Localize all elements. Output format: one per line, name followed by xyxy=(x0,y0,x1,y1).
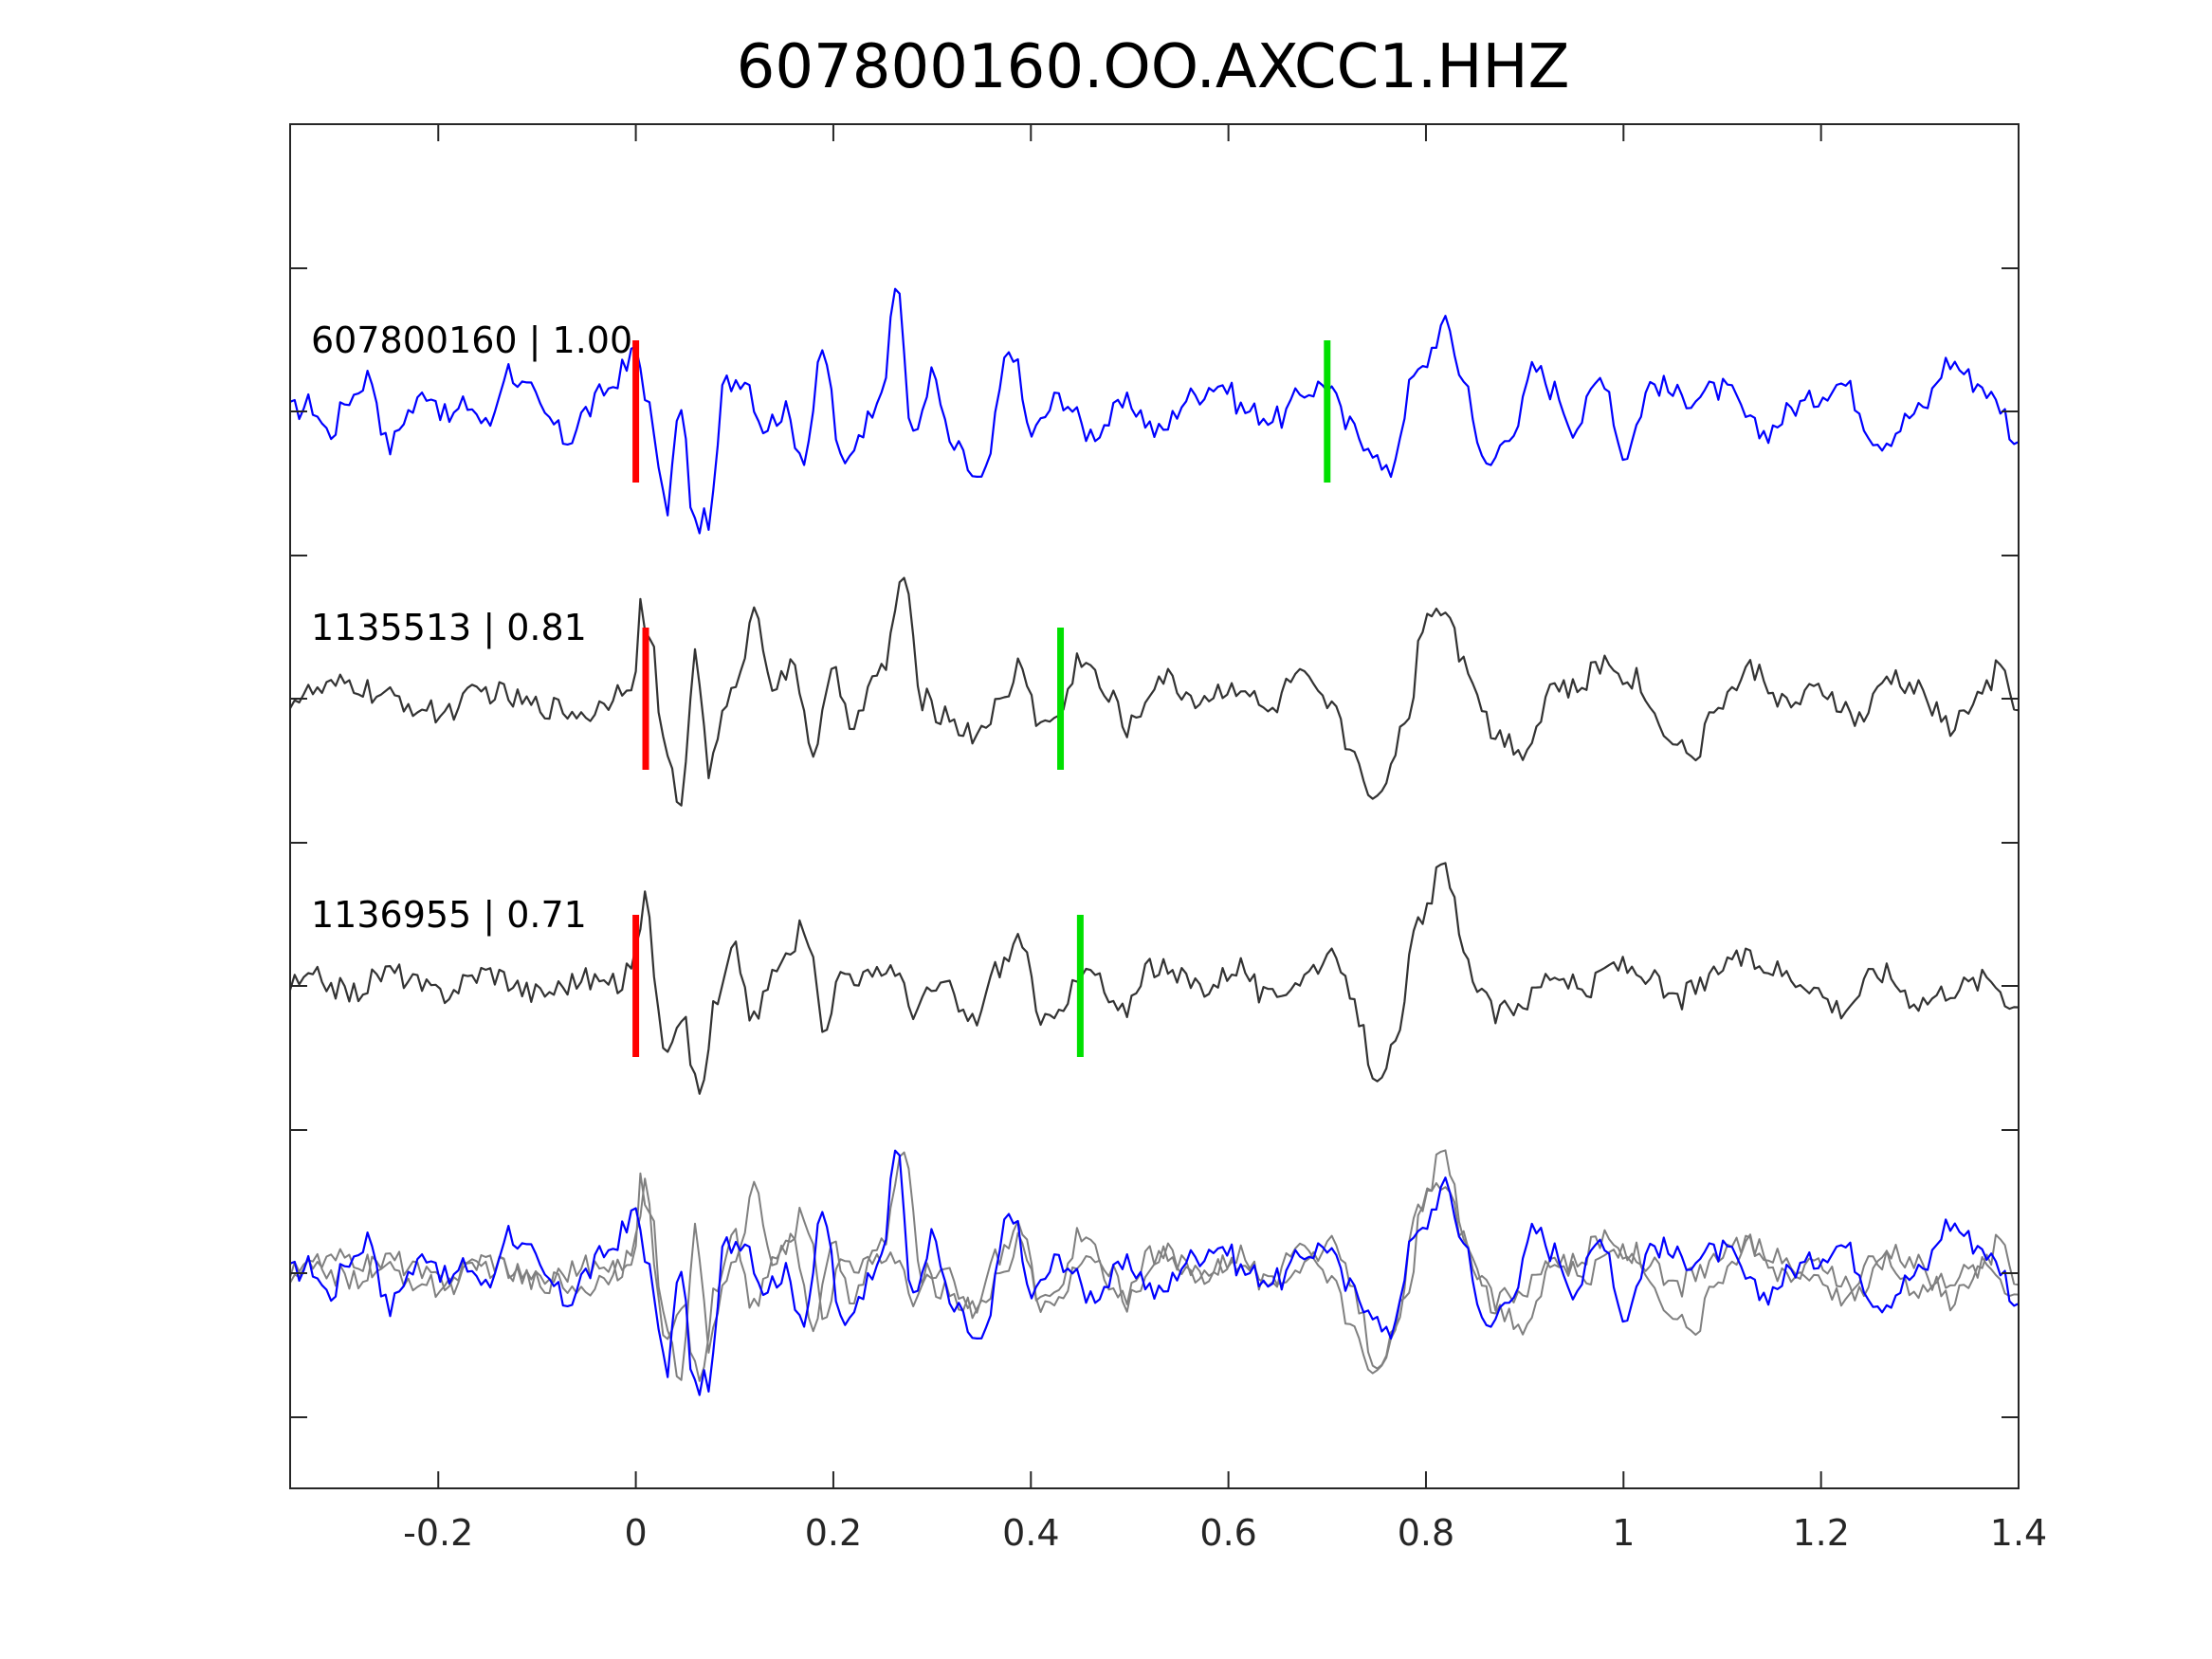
axis-ticks xyxy=(290,124,2020,1488)
x-tick-label: 0.4 xyxy=(1002,1512,1059,1554)
x-tick-labels: -0.2 0 0.2 0.4 0.6 0.8 1 1.2 1.4 xyxy=(403,1512,2047,1554)
trace-label-3: 1136955 | 0.71 xyxy=(311,894,587,937)
trace-label-2: 1135513 | 0.81 xyxy=(311,607,587,649)
trace-line-2 xyxy=(289,576,2020,807)
trace-line-1 xyxy=(289,287,2020,535)
overlay-trace-2 xyxy=(289,1151,2020,1381)
x-tick-label: 0.8 xyxy=(1398,1512,1454,1554)
x-tick-label: -0.2 xyxy=(403,1512,473,1554)
trace-labels: 607800160 | 1.00 1135513 | 0.81 1136955 | … xyxy=(311,319,632,937)
trace-label-1: 607800160 | 1.00 xyxy=(311,319,632,362)
waveform-traces xyxy=(288,287,2020,1396)
x-tick-label: 1 xyxy=(1612,1512,1635,1554)
x-tick-label: 1.4 xyxy=(1990,1512,2047,1554)
x-tick-label: 0.6 xyxy=(1199,1512,1256,1554)
plot-frame xyxy=(289,123,2020,1489)
chart-title: 607800160.OO.AXCC1.HHZ xyxy=(737,32,1570,102)
x-tick-label: 0 xyxy=(625,1512,648,1554)
x-tick-label: 0.2 xyxy=(805,1512,862,1554)
phase-picks xyxy=(632,340,1331,1057)
trace-line-3 xyxy=(288,862,2020,1095)
overlay-trace-1 xyxy=(289,1149,2020,1396)
x-tick-label: 1.2 xyxy=(1792,1512,1849,1554)
